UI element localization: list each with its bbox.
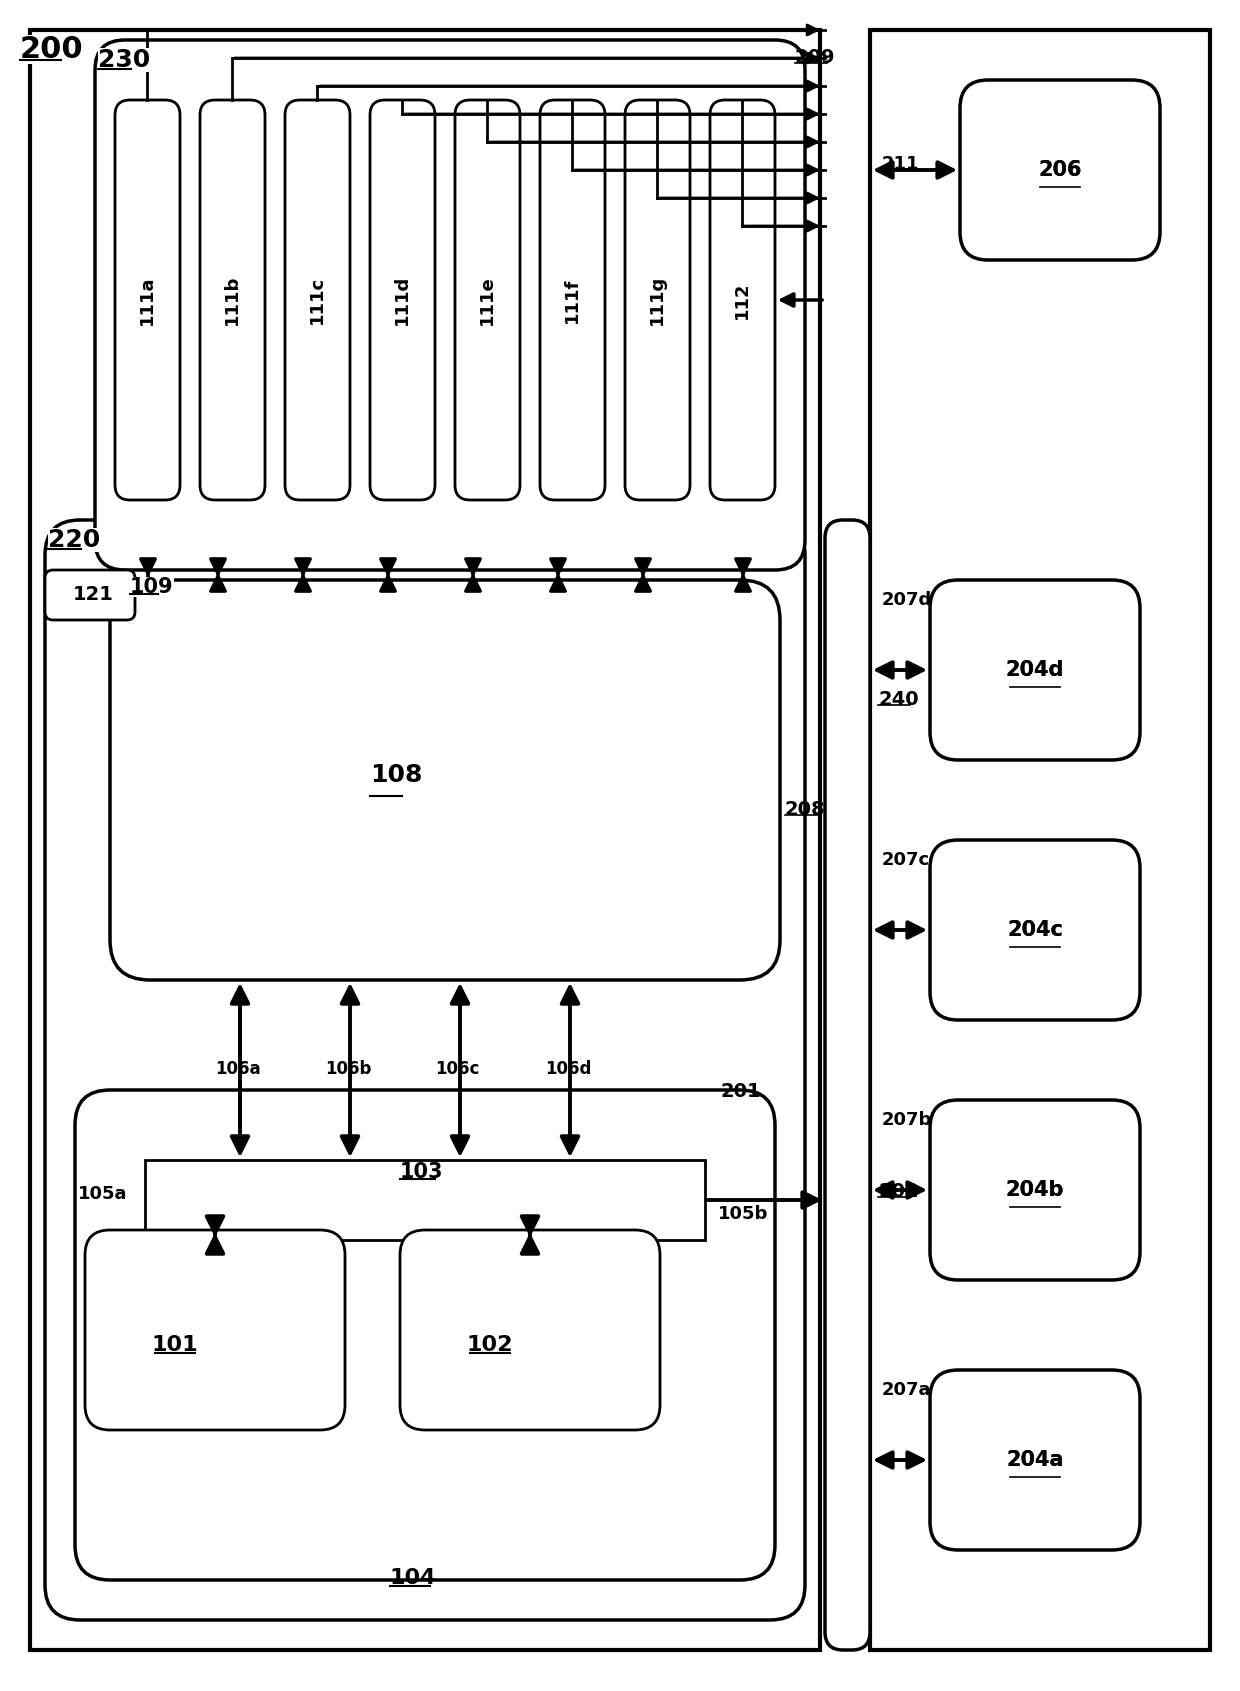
Text: 207c: 207c [882, 851, 930, 869]
Text: 230: 230 [98, 47, 150, 73]
Text: 204a: 204a [1006, 1449, 1064, 1469]
FancyBboxPatch shape [539, 100, 605, 501]
FancyBboxPatch shape [95, 41, 805, 570]
Text: 105a: 105a [78, 1185, 128, 1202]
FancyBboxPatch shape [86, 1229, 345, 1431]
Text: 111c: 111c [308, 276, 326, 325]
Text: 106d: 106d [546, 1060, 591, 1077]
Text: 106c: 106c [435, 1060, 480, 1077]
Text: 204d: 204d [1006, 659, 1064, 680]
FancyBboxPatch shape [960, 79, 1159, 260]
Text: 200: 200 [20, 36, 83, 64]
Text: 106b: 106b [325, 1060, 371, 1077]
Text: 207b: 207b [882, 1111, 932, 1130]
Bar [30, 30, 820, 1650]
Bar [870, 30, 1210, 1650]
Text: 101: 101 [151, 1334, 198, 1354]
FancyBboxPatch shape [45, 570, 135, 621]
Text: 204d: 204d [1006, 659, 1064, 680]
Text: 209: 209 [795, 47, 836, 68]
Text: 112: 112 [733, 281, 751, 318]
Text: 121: 121 [73, 585, 113, 604]
Text: 204c: 204c [1007, 920, 1063, 940]
FancyBboxPatch shape [285, 100, 350, 501]
Text: 102: 102 [466, 1334, 513, 1354]
Text: 109: 109 [130, 577, 174, 597]
Text: 204b: 204b [1006, 1180, 1064, 1201]
Text: 111e: 111e [477, 276, 496, 325]
Text: 211: 211 [882, 156, 920, 172]
FancyBboxPatch shape [401, 1229, 660, 1431]
Text: 111a: 111a [138, 276, 156, 325]
Text: 106a: 106a [215, 1060, 260, 1077]
Text: 111b: 111b [223, 276, 241, 325]
Text: 111d: 111d [393, 276, 410, 325]
FancyBboxPatch shape [200, 100, 265, 501]
Text: 204b: 204b [1006, 1180, 1064, 1201]
Text: 108: 108 [370, 763, 423, 786]
Text: 220: 220 [48, 528, 100, 551]
Text: 202: 202 [878, 1182, 919, 1201]
Text: 201: 201 [720, 1082, 760, 1101]
FancyBboxPatch shape [825, 521, 870, 1650]
Text: 240: 240 [878, 690, 919, 709]
Text: 111g: 111g [649, 276, 666, 325]
Text: 206: 206 [1038, 161, 1081, 179]
FancyBboxPatch shape [930, 1101, 1140, 1280]
FancyBboxPatch shape [930, 580, 1140, 759]
FancyBboxPatch shape [74, 1091, 775, 1579]
Text: 204a: 204a [1006, 1449, 1064, 1469]
FancyBboxPatch shape [45, 521, 805, 1620]
FancyBboxPatch shape [711, 100, 775, 501]
FancyBboxPatch shape [110, 580, 780, 981]
FancyBboxPatch shape [115, 100, 180, 501]
Text: 111f: 111f [563, 277, 582, 323]
Text: 207d: 207d [882, 590, 932, 609]
FancyBboxPatch shape [455, 100, 520, 501]
Text: 204c: 204c [1007, 920, 1063, 940]
Text: 104: 104 [391, 1568, 436, 1588]
FancyBboxPatch shape [370, 100, 435, 501]
FancyBboxPatch shape [930, 1370, 1140, 1551]
FancyBboxPatch shape [930, 840, 1140, 1020]
Text: 105b: 105b [718, 1206, 769, 1223]
Text: 207a: 207a [882, 1382, 931, 1398]
Text: 206: 206 [1038, 161, 1081, 179]
Text: 103: 103 [401, 1162, 444, 1182]
FancyBboxPatch shape [625, 100, 689, 501]
Bar [145, 1160, 706, 1240]
Text: 208: 208 [785, 800, 826, 818]
